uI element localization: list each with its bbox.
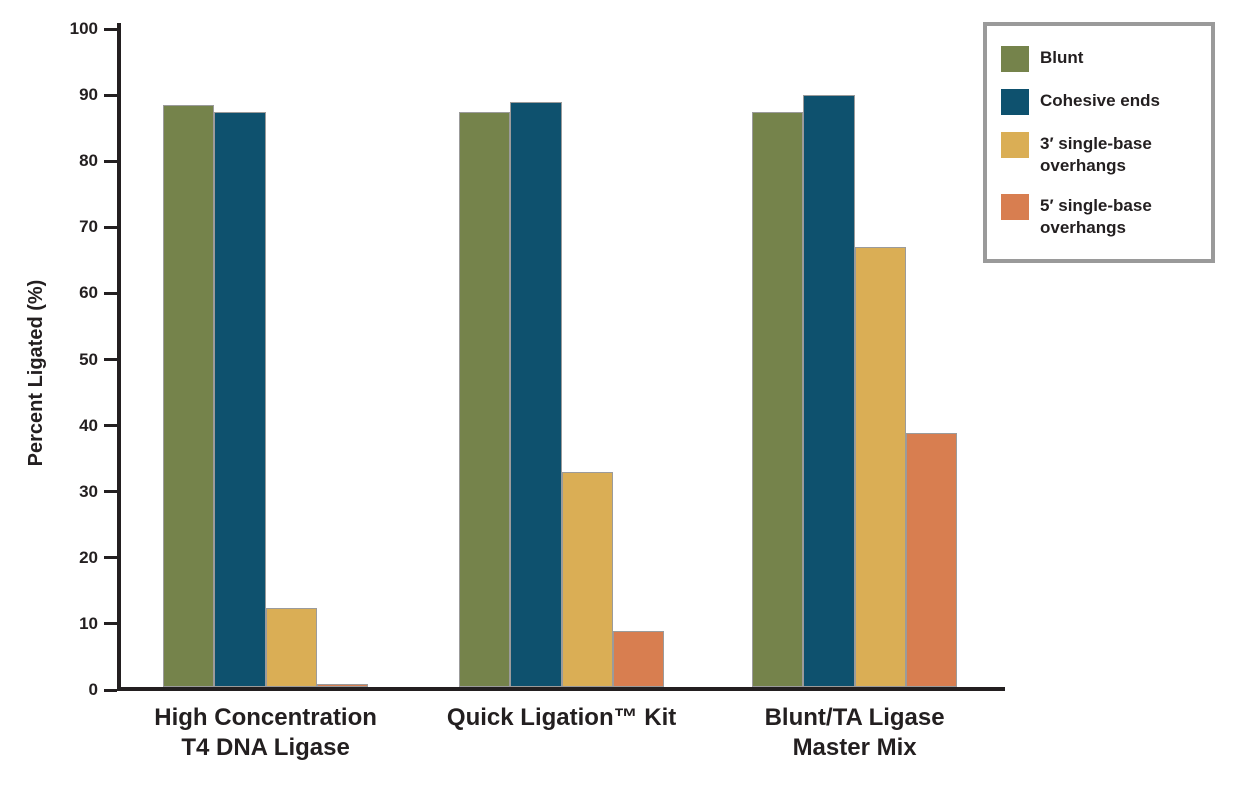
category-label: Blunt/TA Ligase Master Mix	[695, 703, 1015, 763]
y-tick-label: 90	[79, 85, 98, 105]
y-tick-label: 80	[79, 151, 98, 171]
legend-item: Blunt	[1001, 46, 1199, 72]
y-tick-mark	[104, 225, 117, 229]
bar	[612, 630, 665, 687]
legend-swatch	[1001, 89, 1029, 115]
y-axis-title: Percent Ligated (%)	[25, 279, 47, 467]
y-axis-line	[117, 23, 121, 691]
y-tick-label: 50	[79, 349, 98, 369]
y-tick-label: 0	[88, 680, 98, 699]
bar	[163, 105, 215, 687]
y-tick-mark	[104, 424, 117, 428]
legend-item: 5′ single-base overhangs	[1001, 194, 1199, 239]
y-tick-label: 60	[79, 283, 98, 303]
category-label: Quick Ligation™ Kit	[402, 703, 722, 733]
category-label-line: Master Mix	[792, 734, 917, 761]
bar	[752, 111, 804, 687]
legend-item: 3′ single-base overhangs	[1001, 132, 1199, 177]
category-label-line: Blunt/TA Ligase	[764, 704, 945, 731]
bar	[265, 607, 317, 687]
legend-swatch	[1001, 46, 1029, 72]
bar	[854, 247, 906, 687]
y-tick-label: 100	[69, 19, 98, 38]
legend-label-line: Blunt	[1040, 48, 1084, 67]
category-label: High Concentration T4 DNA Ligase	[106, 703, 426, 763]
bar	[803, 95, 855, 687]
legend-label-line: overhangs	[1040, 218, 1126, 237]
legend-swatch	[1001, 194, 1029, 220]
y-tick-mark	[104, 27, 117, 31]
y-tick-label: 30	[79, 481, 98, 501]
y-tick-mark	[104, 556, 117, 560]
bar	[459, 111, 511, 687]
legend-label-line: 3′ single-base	[1040, 134, 1152, 153]
bar	[316, 683, 369, 687]
legend-label: 3′ single-base overhangs	[1040, 132, 1152, 177]
y-tick-mark	[104, 358, 117, 361]
y-tick-mark	[104, 291, 117, 295]
y-tick-mark	[104, 622, 117, 626]
legend-label-line: Cohesive ends	[1040, 91, 1160, 110]
category-label-line: T4 DNA Ligase	[181, 734, 350, 761]
y-tick-label: 40	[79, 415, 98, 435]
bar	[510, 102, 562, 687]
bar	[905, 432, 958, 687]
y-tick-label: 20	[79, 547, 98, 567]
legend-label-line: overhangs	[1040, 156, 1126, 175]
y-tick-mark	[104, 490, 117, 494]
y-tick-mark	[104, 688, 117, 692]
y-tick-label: 10	[79, 613, 98, 633]
category-label-line: High Concentration	[154, 704, 377, 731]
legend-swatch	[1001, 132, 1029, 158]
x-axis-line	[117, 687, 1005, 691]
y-tick-mark	[104, 93, 117, 97]
legend-label: Cohesive ends	[1040, 89, 1160, 112]
category-label-line: Quick Ligation™ Kit	[446, 704, 677, 731]
y-tick-mark	[104, 159, 117, 163]
legend-label-line: 5′ single-base	[1040, 196, 1152, 215]
legend-label: Blunt	[1040, 46, 1083, 69]
y-tick-label: 70	[79, 217, 98, 237]
bar	[561, 472, 613, 687]
legend: Blunt Cohesive ends 3′ single-base overhang…	[983, 22, 1215, 263]
legend-label: 5′ single-base overhangs	[1040, 194, 1152, 239]
bar	[214, 111, 266, 687]
legend-item: Cohesive ends	[1001, 89, 1199, 115]
